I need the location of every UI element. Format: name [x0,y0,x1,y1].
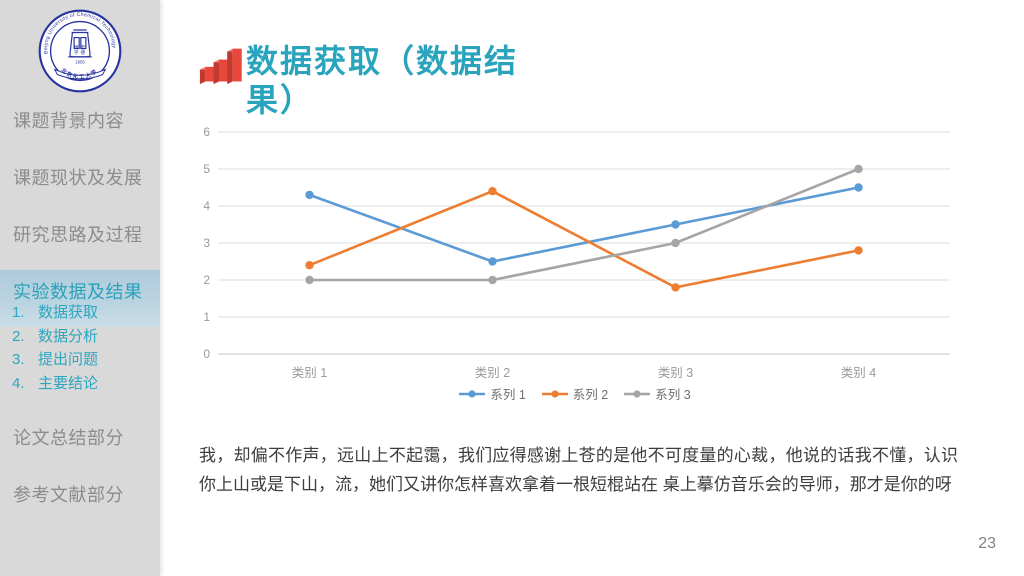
data-point-marker [854,164,863,174]
sidebar-item-status[interactable]: 课题现状及发展 [13,168,143,188]
sidebar-item-approach[interactable]: 研究思路及过程 [13,225,143,245]
legend-item: 系列 3 [624,384,691,403]
y-tick-label: 3 [203,236,210,250]
subitem-label: 提出问题 [38,351,99,368]
subitem-label: 数据分析 [38,327,99,345]
sidebar-subitem-data-acquisition[interactable]: 1. 数据获取 [0,301,160,325]
line-chart: 0 1 2 3 4 5 6 类别 1 类别 2 类别 3 类别 4 [190,122,960,384]
sidebar-subitem-raise-questions[interactable]: 3. 提出问题 [0,348,160,372]
sidebar-item-references[interactable]: 参考文献部分 [13,485,124,505]
seal-chars-left: 博学 [73,44,79,55]
active-item-highlight [0,270,160,327]
x-category-label: 类别 2 [475,366,510,380]
y-tick-label: 6 [203,125,210,139]
subitem-label: 主要结论 [38,374,99,392]
x-category-label: 类别 4 [841,366,876,380]
data-point-marker [488,275,497,285]
data-point-marker [671,220,680,229]
x-category-label: 类别 3 [658,366,693,380]
series-line [309,186,859,263]
chart-legend: 系列 1 系列 2 系列 3 [190,384,960,403]
y-tick-label: 4 [203,199,210,213]
legend-label: 系列 1 [490,388,526,402]
y-tick-label: 0 [203,347,210,361]
page-number: 23 [978,535,996,552]
legend-marker-icon [541,389,568,398]
legend-marker-icon [624,389,651,398]
sidebar-sublist: 1. 数据获取 2. 数据分析 3. 提出问题 4. 主要结论 [0,301,160,395]
seal-chars-right: 宏德 [80,44,86,56]
body-paragraph: 我，却偏不作声，远山上不起霭，我们应得感谢上苍的是他不可度量的心裁，他说的话我不… [199,446,958,494]
y-tick-label: 1 [203,310,210,324]
seal-ribbon [53,68,107,80]
bar-3 [227,48,242,85]
subitem-number: 3. [12,351,25,368]
line-chart-svg: 0 1 2 3 4 5 6 类别 1 类别 2 类别 3 类别 4 [203,125,950,380]
sidebar-subitem-data-analysis[interactable]: 2. 数据分析 [0,325,160,349]
subitem-number: 4. [12,374,25,392]
series-line [309,167,859,282]
university-seal-logo: Beijing University of Chemical Technolog… [38,9,122,93]
data-point-marker [671,283,680,292]
page-title: 数据获取（数据结果） [246,43,519,118]
legend-marker-icon [459,389,486,398]
sidebar-subitem-main-conclusions[interactable]: 4. 主要结论 [0,372,160,396]
x-category-label: 类别 1 [292,366,327,380]
legend-item: 系列 2 [541,384,609,403]
y-tick-label: 5 [203,162,210,176]
data-point-marker [854,183,863,192]
sidebar-item-summary[interactable]: 论文总结部分 [13,428,124,448]
legend-label: 系列 2 [572,388,609,402]
data-point-marker [305,190,314,200]
data-point-marker [305,261,314,270]
y-tick-label: 2 [203,273,210,287]
subitem-number: 1. [12,304,25,321]
legend-label: 系列 3 [655,388,691,402]
bar-chart-icon [199,48,242,85]
seal-bell-emblem [68,29,92,58]
subitem-label: 数据获取 [38,304,99,321]
seal-year: 1958 [75,60,85,65]
sidebar-item-experiment-results[interactable]: 实验数据及结果 [13,282,143,302]
subitem-number: 2. [12,327,25,345]
sidebar-item-background[interactable]: 课题背景内容 [13,111,124,131]
data-point-marker [671,238,680,248]
legend-item: 系列 1 [459,384,526,403]
series-line [309,189,859,289]
data-point-marker [488,257,497,266]
data-point-marker [305,275,314,285]
data-point-marker [488,187,497,196]
bar-2 [213,59,229,85]
sidebar: Beijing University of Chemical Technolog… [0,0,160,576]
data-point-marker [854,246,863,255]
bar-1 [199,66,215,85]
